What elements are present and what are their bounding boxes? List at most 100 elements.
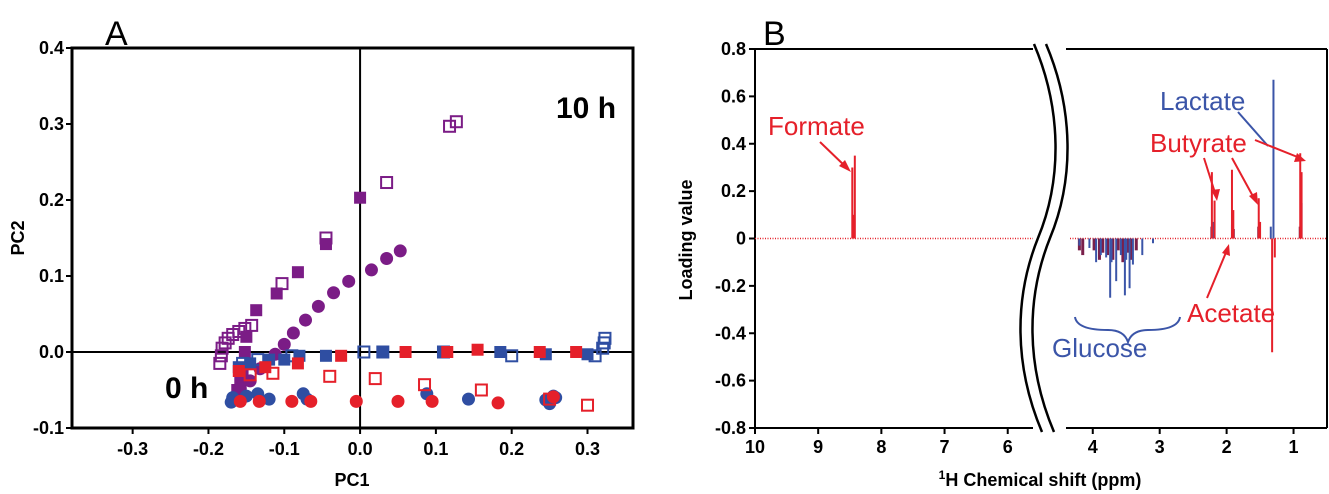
data-point bbox=[581, 398, 595, 412]
x-tick-label: 9 bbox=[813, 437, 823, 457]
label-glucose: Glucose bbox=[1052, 333, 1147, 363]
x-tick-label: 3 bbox=[1155, 437, 1165, 457]
data-point bbox=[232, 365, 245, 377]
data-point bbox=[349, 394, 363, 408]
data-point bbox=[441, 346, 454, 358]
y-tick-label: 0.8 bbox=[721, 39, 746, 59]
data-point bbox=[298, 313, 312, 327]
axis-break bbox=[1019, 43, 1069, 433]
data-point bbox=[240, 330, 253, 343]
y-tick-label: -0.1 bbox=[33, 418, 64, 438]
x-tick-label: 4 bbox=[1088, 437, 1098, 457]
data-point bbox=[368, 372, 382, 386]
data-point bbox=[285, 394, 299, 408]
y-tick-label: 0.4 bbox=[721, 134, 746, 154]
data-point bbox=[213, 356, 227, 370]
data-point bbox=[354, 191, 367, 204]
y-tick-label: 0 bbox=[736, 229, 746, 249]
y-tick-label: -0.2 bbox=[715, 276, 746, 296]
data-point bbox=[311, 299, 325, 313]
data-point bbox=[319, 238, 332, 251]
panel-b: B 0.8 0.6 0.4 0.2 0 -0.2 -0.4 -0.6 -0.810 9 8 7 6 4 3 2… bbox=[676, 15, 1328, 490]
data-point bbox=[278, 353, 291, 366]
y-tick-label: -0.4 bbox=[715, 323, 746, 343]
data-point bbox=[425, 394, 439, 408]
x-tick-label: 0.1 bbox=[423, 439, 448, 459]
arrow-acetate bbox=[1206, 249, 1228, 299]
data-point bbox=[418, 378, 432, 392]
x-tick-label: 0.0 bbox=[348, 439, 373, 459]
data-point bbox=[342, 274, 356, 288]
data-point bbox=[474, 383, 488, 397]
x-tick-label: 2 bbox=[1222, 437, 1232, 457]
data-point bbox=[598, 331, 612, 345]
y-tick-label: 0.0 bbox=[39, 342, 64, 362]
data-point bbox=[461, 392, 475, 406]
arrowhead-butyrate-1 bbox=[1211, 189, 1220, 201]
data-point bbox=[399, 346, 412, 358]
brace-glucose bbox=[1074, 316, 1181, 346]
panel-b-x-axis-title: 1H Chemical shift (ppm) bbox=[939, 468, 1142, 490]
data-point bbox=[391, 394, 405, 408]
y-tick-label: 0.2 bbox=[39, 190, 64, 210]
data-point bbox=[471, 343, 484, 356]
y-tick-label: 0.6 bbox=[721, 86, 746, 106]
arrowhead-butyrate-3 bbox=[1294, 153, 1306, 162]
data-point bbox=[357, 345, 371, 359]
y-tick-label: -0.6 bbox=[715, 371, 746, 391]
data-point bbox=[323, 369, 337, 383]
x-tick-label: 7 bbox=[940, 437, 950, 457]
panel-a-letter: A bbox=[105, 15, 128, 53]
data-point bbox=[581, 348, 594, 361]
arrow-butyrate-3 bbox=[1254, 139, 1301, 159]
data-point bbox=[266, 366, 280, 380]
arrowhead-formate bbox=[839, 160, 851, 172]
panel-a-points bbox=[213, 115, 612, 412]
data-point bbox=[327, 286, 341, 300]
annotation-0h: 0 h bbox=[165, 372, 208, 405]
data-point bbox=[319, 349, 332, 362]
data-point bbox=[252, 394, 266, 408]
annotation-10h: 10 h bbox=[556, 92, 616, 125]
panel-a-ticks: -0.3 -0.2 -0.1 0.0 0.1 0.2 0.3 -0.1 0.0 0.1 0.2 0.3… bbox=[33, 38, 600, 459]
label-acetate: Acetate bbox=[1187, 298, 1275, 328]
x-tick-label: 0.2 bbox=[499, 439, 524, 459]
label-formate: Formate bbox=[768, 111, 865, 141]
data-point bbox=[494, 346, 507, 358]
data-point bbox=[244, 357, 257, 370]
panel-a-y-axis-title: PC2 bbox=[8, 220, 28, 255]
x-tick-label: 8 bbox=[876, 437, 886, 457]
data-point bbox=[286, 326, 300, 340]
data-point bbox=[380, 176, 394, 190]
axis-break-line-right bbox=[1031, 43, 1069, 433]
data-point bbox=[291, 266, 304, 279]
data-point bbox=[570, 346, 583, 358]
data-point bbox=[238, 346, 251, 358]
panel-b-peaks bbox=[851, 79, 1303, 353]
panel-a-plot-frame bbox=[70, 46, 635, 430]
data-point bbox=[449, 115, 463, 129]
data-point bbox=[277, 337, 291, 351]
data-point bbox=[304, 394, 318, 408]
data-point bbox=[250, 304, 263, 317]
arrow-lactate bbox=[1237, 111, 1269, 147]
y-tick-label: 0.2 bbox=[721, 181, 746, 201]
panel-a: A -0.3 -0.2 -0.1 0.0 0.1 0.2 0.3 -0.1 0.0 0.1 0.2 0… bbox=[8, 15, 635, 490]
data-point bbox=[533, 346, 546, 358]
arrowhead-acetate bbox=[1222, 244, 1230, 256]
x-tick-label: 1 bbox=[1289, 437, 1299, 457]
data-point bbox=[376, 346, 389, 358]
arrow-butyrate-2 bbox=[1231, 157, 1256, 201]
data-point bbox=[214, 349, 228, 363]
data-point bbox=[491, 396, 505, 410]
data-point bbox=[335, 349, 348, 362]
x-tick-label: 0.3 bbox=[575, 439, 600, 459]
data-point bbox=[270, 287, 283, 300]
x-tick-label: -0.3 bbox=[117, 439, 148, 459]
arrowhead-butyrate-2 bbox=[1249, 192, 1258, 205]
label-lactate: Lactate bbox=[1160, 86, 1245, 116]
axis-break-line-left bbox=[1019, 43, 1057, 433]
label-butyrate: Butyrate bbox=[1150, 128, 1247, 158]
x-tick-label: -0.1 bbox=[269, 439, 300, 459]
y-tick-label: 0.1 bbox=[39, 266, 64, 286]
